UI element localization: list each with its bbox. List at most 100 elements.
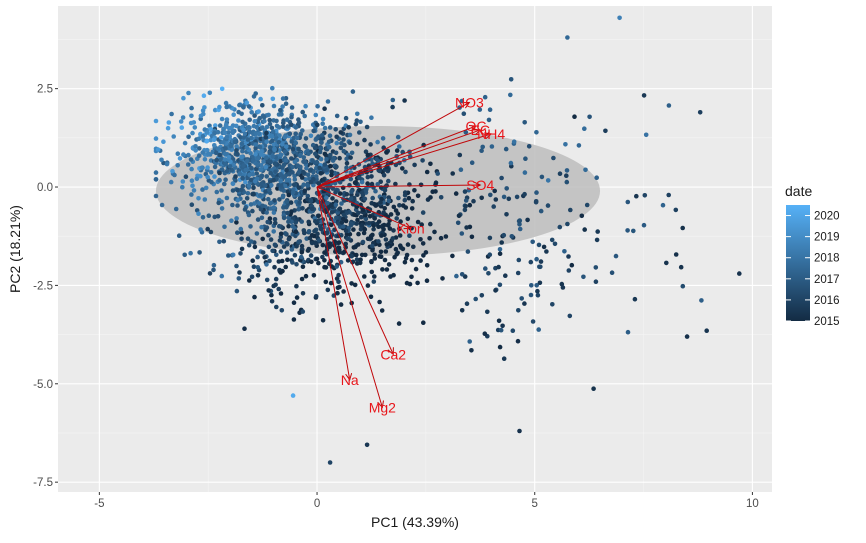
data-point [262,118,267,124]
data-point [501,194,507,200]
data-point [196,211,201,216]
data-point [153,177,159,182]
data-point [313,294,319,299]
data-point [625,329,631,335]
data-point [338,302,344,307]
data-point [259,149,264,154]
data-point [209,179,214,185]
data-point [319,133,325,138]
data-point [238,135,243,140]
data-point [243,167,249,173]
data-point [338,130,344,135]
data-point [229,125,234,131]
data-point [584,202,590,208]
data-point [613,253,619,259]
data-point [268,159,273,165]
data-point [353,121,359,127]
data-point [325,99,331,104]
data-point [362,227,368,232]
data-point [376,239,381,244]
data-point [262,254,268,260]
data-point [461,111,467,116]
loading-arrow-ca2 [316,186,394,355]
data-point [567,313,573,319]
data-point [298,131,304,137]
data-point [459,272,465,277]
data-point [320,121,326,126]
data-point [270,138,275,144]
loading-arrowhead-oc [468,124,478,132]
data-point [239,154,244,160]
data-point [541,244,547,250]
data-point [283,158,289,163]
loading-arrow-no3 [316,101,470,188]
legend-title: date [785,183,812,199]
data-point [282,183,288,189]
data-point [285,210,290,216]
data-point [290,164,295,170]
data-point [336,279,341,285]
data-point [179,125,185,130]
data-point [593,265,599,270]
data-point [328,152,333,158]
data-point [526,144,532,149]
data-point [343,228,349,234]
data-point [247,172,252,177]
data-point [333,150,339,156]
loading-arrowhead-no3 [462,101,471,109]
data-point [185,162,191,167]
data-point [200,215,206,220]
data-point [178,119,184,124]
data-point [501,232,507,238]
data-point [237,171,243,176]
data-point [394,251,400,257]
data-point [292,159,298,165]
data-point [244,158,250,164]
data-point [352,282,358,288]
data-point [594,175,599,180]
data-point [322,125,328,131]
data-point [479,293,485,298]
data-point [432,229,437,235]
data-point [485,309,490,315]
data-point [202,157,208,162]
data-point [334,134,340,140]
data-point [208,137,214,143]
data-point [285,124,291,129]
data-point [291,182,297,187]
data-point [595,229,600,234]
y-tick-label: 2.5 [37,84,53,96]
data-point [256,131,262,137]
data-point [381,210,386,215]
data-point [226,253,231,258]
data-point [246,104,252,109]
data-point [314,256,320,262]
data-point [276,259,282,264]
data-point [268,145,273,151]
data-point [269,134,275,139]
data-point [159,202,165,208]
data-point [397,144,402,149]
data-point [250,258,255,264]
data-point [324,157,329,162]
data-point [348,176,354,182]
data-point [377,299,382,305]
scatter-points [153,15,742,465]
data-point [463,198,469,203]
data-point [294,283,299,289]
data-point [631,228,636,234]
data-point [205,226,210,232]
data-point [241,163,246,168]
data-point [263,164,269,170]
data-point [335,290,340,296]
data-point [290,224,295,229]
data-point [230,181,236,186]
data-point [582,126,587,131]
data-point [336,221,341,226]
data-point [533,199,539,205]
data-point [269,125,275,131]
data-point [450,171,456,176]
data-point [383,249,389,254]
data-point [299,175,305,180]
data-point [467,202,473,208]
